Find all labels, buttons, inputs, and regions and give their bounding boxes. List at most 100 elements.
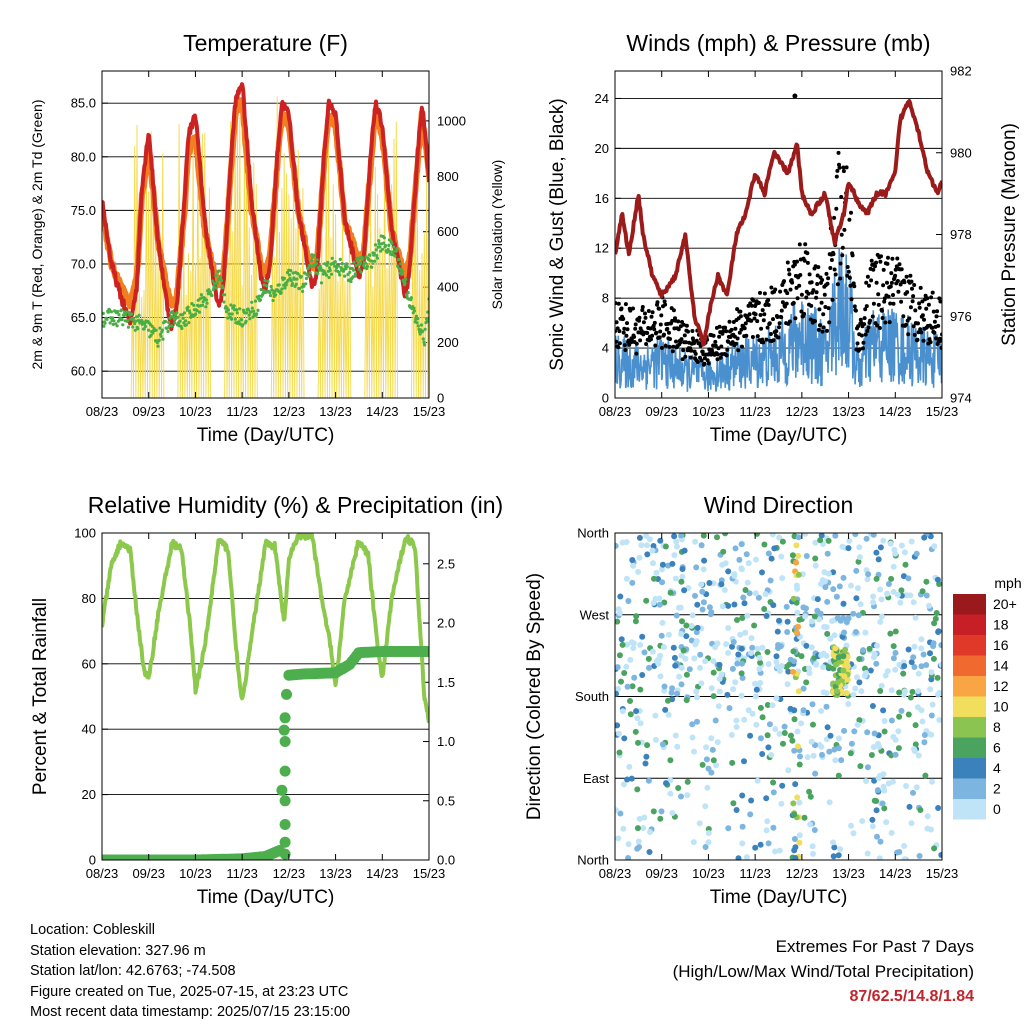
dewpoint-dot [109, 310, 113, 314]
gust-dot [829, 258, 834, 262]
direction-dot [870, 593, 877, 600]
gust-dot [907, 316, 912, 321]
dewpoint-dot [173, 321, 177, 325]
dewpoint-dot [418, 332, 422, 336]
direction-dot [878, 682, 885, 689]
gust-dot [885, 261, 890, 266]
gust-dot [925, 296, 930, 301]
direction-dot [661, 599, 668, 606]
dewpoint-dot [353, 272, 357, 276]
gust-dot [839, 232, 844, 237]
direction-dot [705, 830, 712, 837]
direction-dot [683, 671, 690, 678]
direction-dot [915, 752, 922, 759]
gust-dot [688, 355, 693, 360]
direction-dot [896, 661, 903, 668]
y-tick-label: 75.0 [71, 203, 96, 218]
y-tick-label: 24 [595, 91, 609, 106]
direction-dot [806, 788, 813, 795]
gust-dot [716, 352, 720, 357]
gust-dot [658, 322, 663, 327]
direction-dot [675, 785, 682, 791]
dewpoint-dot [159, 334, 163, 338]
dewpoint-dot [124, 313, 128, 317]
direction-dot [634, 715, 641, 722]
dewpoint-dot [167, 320, 171, 324]
direction-dot [678, 664, 685, 671]
direction-dot [726, 705, 733, 712]
direction-dot [811, 613, 818, 620]
direction-dot [856, 717, 863, 724]
gust-dot [826, 306, 831, 311]
dewpoint-dot [255, 312, 259, 316]
direction-dot [890, 778, 896, 785]
direction-dot [938, 852, 942, 858]
direction-dot [856, 544, 863, 551]
gust-dot [857, 347, 862, 352]
direction-dot [910, 599, 917, 606]
gust-dot [679, 337, 684, 342]
direction-dot [871, 730, 878, 737]
direction-dot [670, 644, 677, 651]
gust-dot [841, 165, 846, 170]
direction-dot [738, 692, 745, 699]
direction-dot [767, 577, 774, 584]
direction-dot [798, 653, 805, 660]
direction-dot [686, 666, 693, 673]
direction-dot [633, 613, 640, 620]
direction-dot [681, 587, 688, 594]
dewpoint-dot [373, 259, 377, 263]
y-tick-label: 40 [82, 722, 96, 737]
gust-dot [888, 284, 893, 289]
y2-tick-label: 0.0 [437, 853, 455, 868]
dewpoint-dot [415, 321, 419, 325]
dewpoint-dot [289, 269, 293, 273]
direction-dot [765, 840, 772, 847]
gust-dot [737, 330, 742, 335]
dewpoint-dot [421, 337, 425, 341]
direction-dot [796, 616, 803, 623]
dewpoint-dot [377, 239, 381, 243]
direction-dot [912, 741, 919, 748]
direction-dot [701, 557, 708, 564]
gust-dot [615, 320, 619, 325]
gust-dot [821, 325, 826, 330]
y-tick-label: 100 [74, 526, 96, 541]
gust-dot [643, 311, 647, 316]
dewpoint-dot [306, 267, 310, 271]
direction-dot [855, 585, 861, 592]
dewpoint-dot [217, 269, 221, 273]
direction-dot [908, 659, 915, 666]
direction-dot [694, 624, 701, 631]
gust-dot [667, 344, 672, 349]
direction-dot [873, 575, 880, 582]
direction-dot [657, 537, 664, 544]
gust-dot [938, 299, 942, 304]
direction-dot [844, 659, 851, 666]
direction-dot [845, 701, 852, 707]
dewpoint-dot [222, 300, 226, 304]
direction-dot [912, 614, 919, 621]
direction-dot [900, 573, 907, 580]
dewpoint-dot [143, 322, 147, 326]
gust-dot [910, 299, 915, 304]
direction-dot [692, 538, 699, 545]
gust-dot [755, 334, 760, 339]
dewpoint-dot [150, 324, 154, 328]
dewpoint-dot [112, 319, 116, 323]
direction-dot [773, 653, 780, 660]
y-tick-label: 20 [82, 787, 96, 802]
gust-dot [844, 165, 849, 170]
dewpoint-dot [249, 310, 253, 314]
direction-dot [878, 613, 885, 620]
direction-dot [932, 615, 939, 622]
direction-dot [650, 599, 657, 606]
dewpoint-dot [235, 311, 239, 315]
dewpoint-dot [302, 284, 306, 288]
gust-dot [755, 319, 760, 324]
dewpoint-dot [308, 271, 312, 275]
direction-dot [757, 735, 764, 742]
direction-dot [702, 803, 709, 810]
direction-dot [933, 610, 940, 616]
y2-tick-label: 980 [950, 145, 972, 160]
